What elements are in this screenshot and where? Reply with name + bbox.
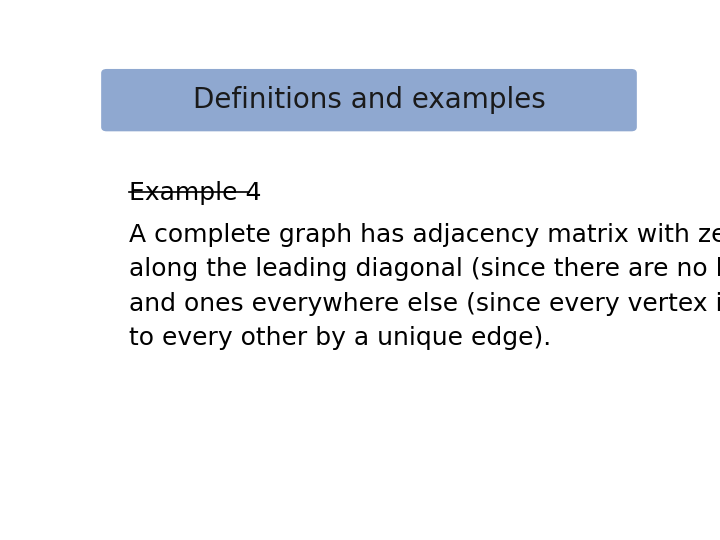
Text: Definitions and examples: Definitions and examples	[193, 86, 545, 114]
Text: A complete graph has adjacency matrix with zeros
along the leading diagonal (sin: A complete graph has adjacency matrix wi…	[129, 223, 720, 350]
Text: Example 4: Example 4	[129, 181, 261, 205]
FancyBboxPatch shape	[101, 69, 637, 131]
